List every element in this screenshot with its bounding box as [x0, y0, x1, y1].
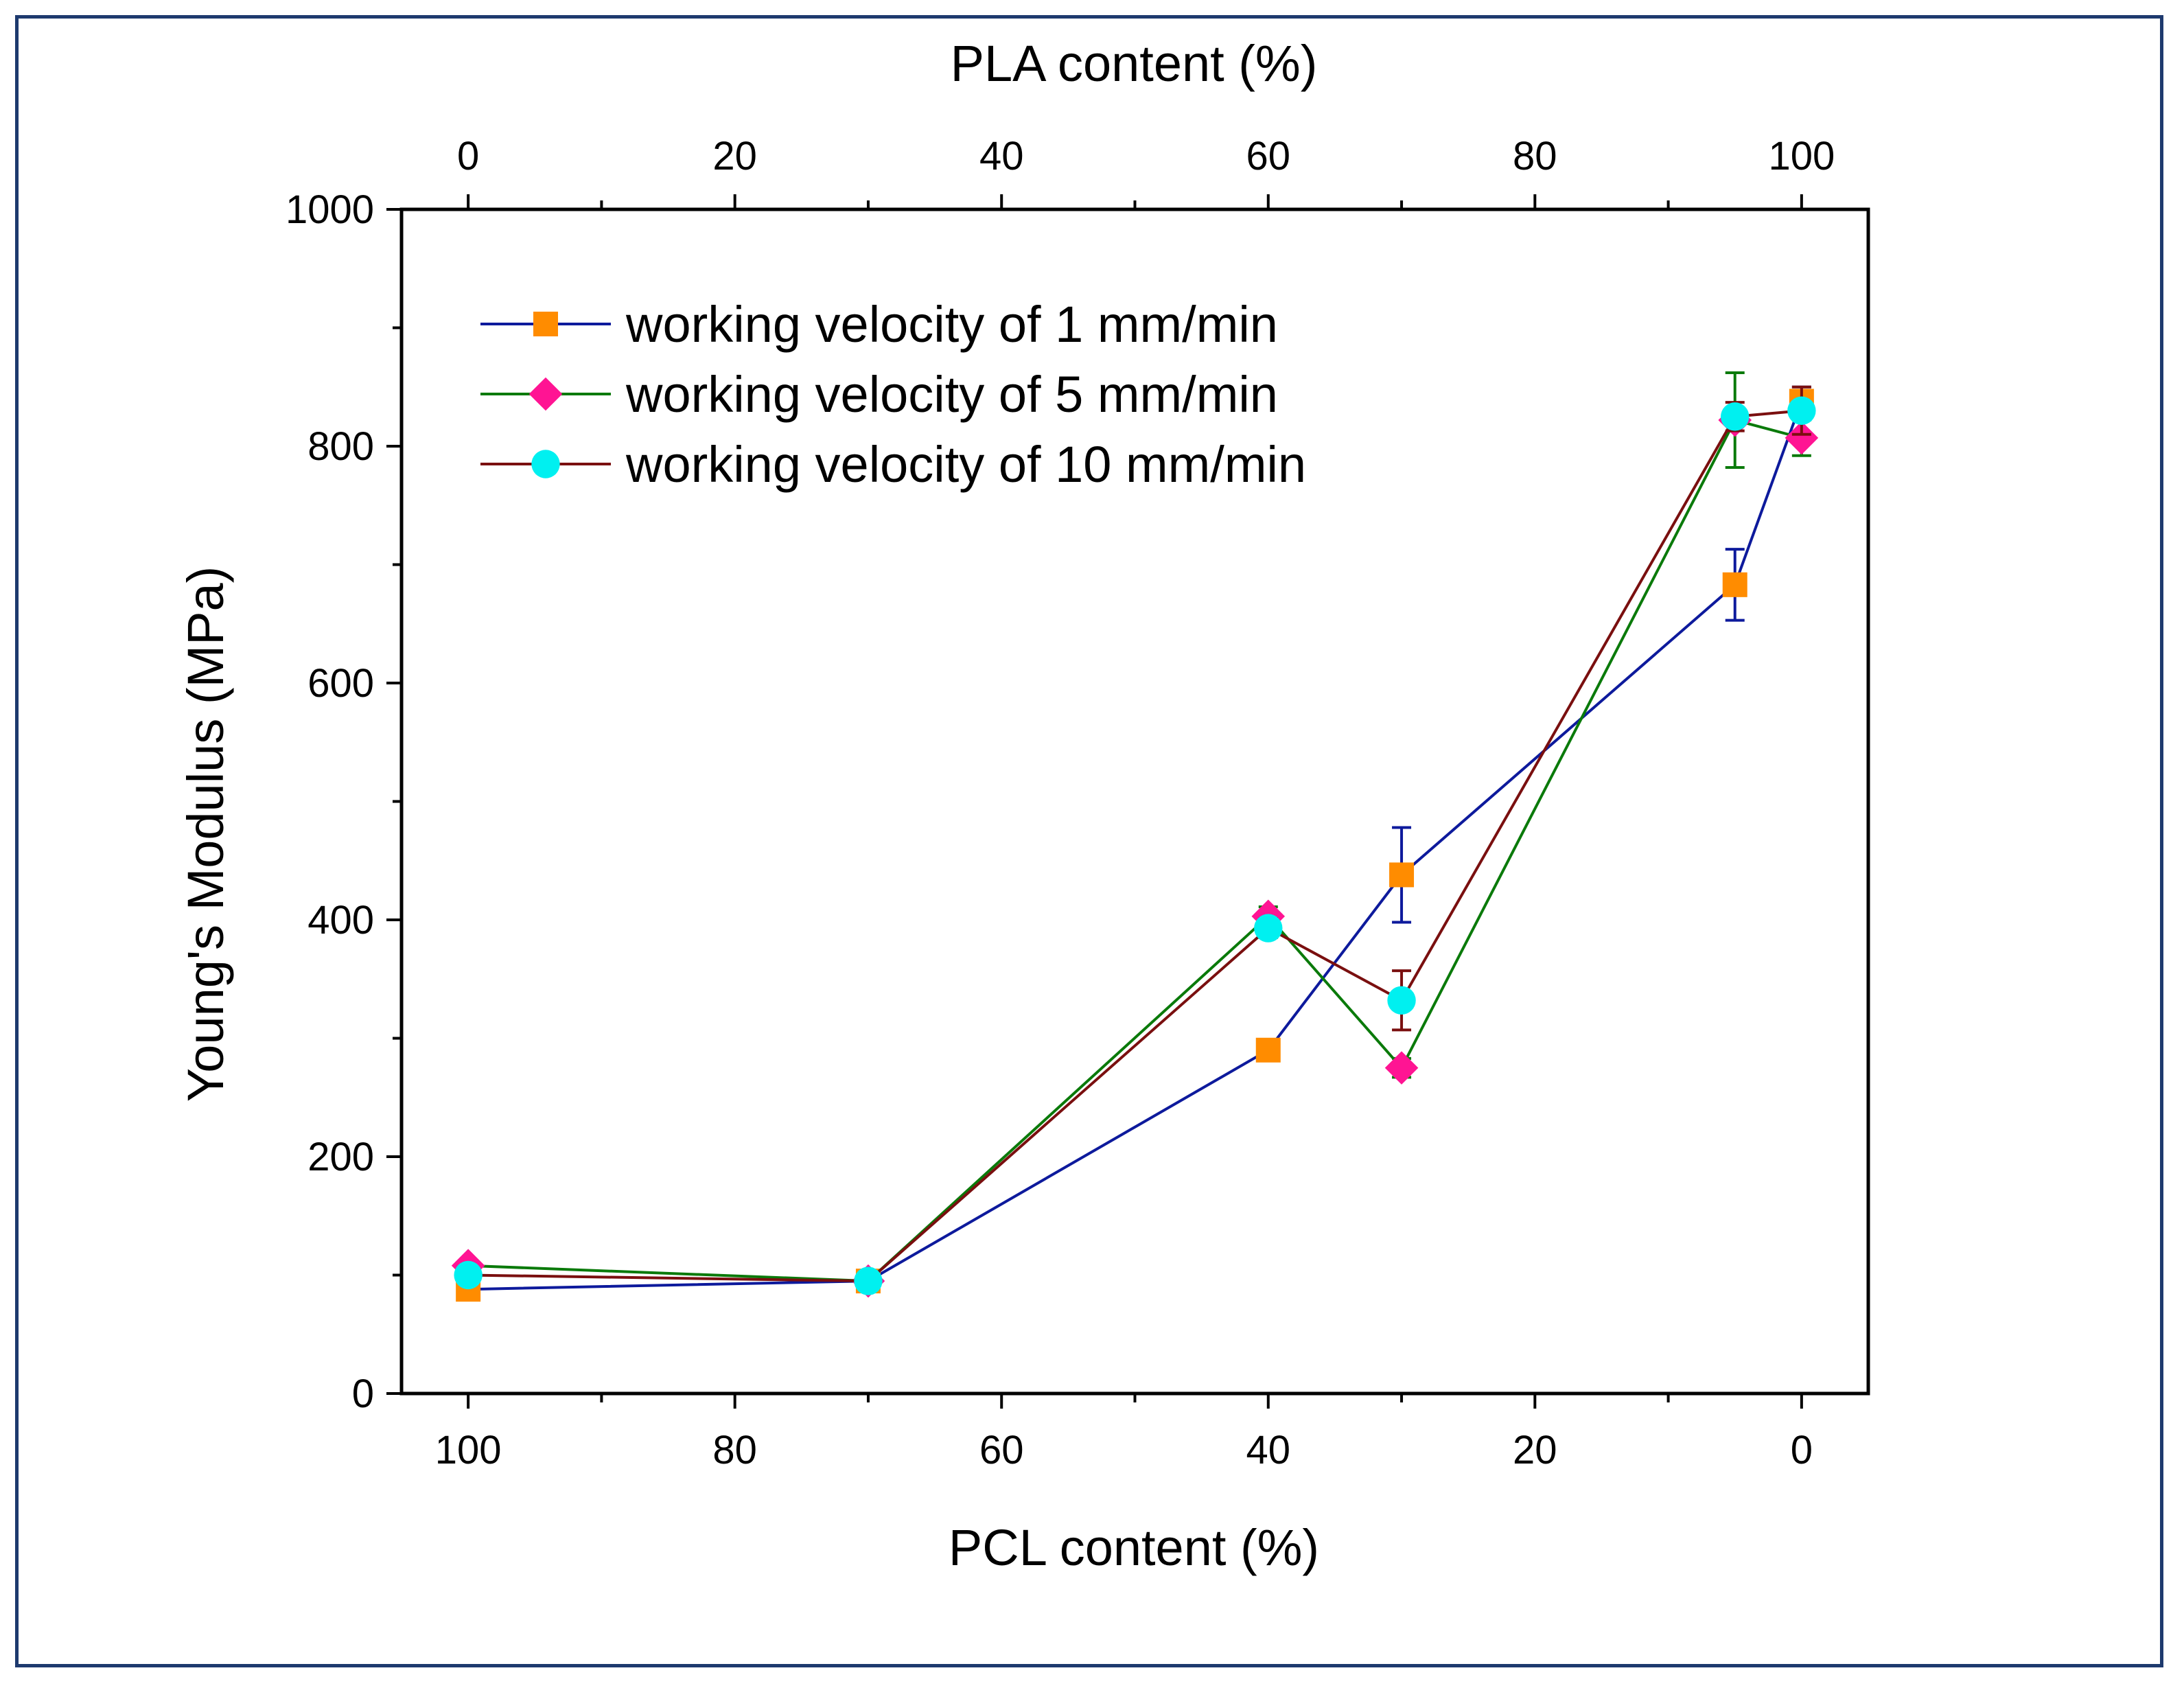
series-line — [468, 409, 1802, 1283]
legend-label: working velocity of 5 mm/min — [625, 366, 1278, 423]
top-tick-label: 60 — [1246, 134, 1291, 178]
data-point — [454, 1260, 483, 1290]
data-point — [1722, 572, 1747, 597]
data-point — [1384, 1051, 1419, 1085]
data-point — [854, 1267, 883, 1295]
x-tick-label: 80 — [712, 1428, 757, 1472]
top-tick-label: 100 — [1768, 134, 1835, 178]
top-tick-label: 0 — [457, 134, 479, 178]
series-1 — [456, 385, 1814, 1302]
legend-marker — [531, 450, 560, 478]
data-point — [1785, 421, 1819, 455]
top-tick-label: 40 — [979, 134, 1024, 178]
series-line — [468, 400, 1803, 1291]
legend-label: working velocity of 1 mm/min — [625, 296, 1278, 353]
x-tick-label: 40 — [1246, 1428, 1291, 1472]
x-tick-label: 20 — [1513, 1428, 1557, 1472]
data-point — [1389, 862, 1415, 888]
top-tick-label: 80 — [1513, 134, 1557, 178]
series-line — [468, 418, 1802, 1283]
top-axis-title: PLA content (%) — [951, 35, 1318, 92]
y-tick-label: 1000 — [286, 187, 374, 232]
data-point — [1254, 914, 1283, 943]
data-point — [1255, 1037, 1281, 1063]
x-tick-label: 60 — [979, 1428, 1024, 1472]
x-tick-label: 100 — [435, 1428, 502, 1472]
data-point — [1387, 986, 1416, 1015]
series-2 — [451, 371, 1819, 1298]
series-3 — [454, 385, 1816, 1295]
x-tick-label: 0 — [1791, 1428, 1813, 1472]
top-tick-label: 20 — [712, 134, 757, 178]
data-point — [1721, 402, 1750, 431]
legend-marker — [533, 312, 558, 336]
data-point — [1787, 396, 1816, 425]
legend-marker — [528, 377, 563, 411]
x-axis-title: PCL content (%) — [949, 1519, 1319, 1576]
y-tick-label: 800 — [307, 424, 374, 469]
y-tick-label: 200 — [307, 1135, 374, 1179]
y-tick-label: 600 — [307, 661, 374, 706]
y-axis-title: Young's Modulus (MPa) — [177, 566, 234, 1102]
y-tick-label: 0 — [352, 1372, 374, 1416]
y-tick-label: 400 — [307, 898, 374, 943]
legend-label: working velocity of 10 mm/min — [625, 436, 1306, 493]
